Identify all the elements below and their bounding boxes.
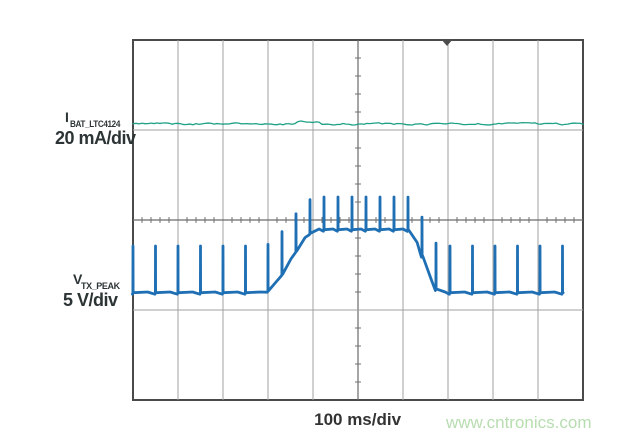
svg-text:5 V/div: 5 V/div bbox=[63, 290, 118, 310]
svg-text:www.cntronics.com: www.cntronics.com bbox=[445, 413, 591, 432]
svg-text:100 ms/div: 100 ms/div bbox=[314, 410, 401, 429]
svg-text:I: I bbox=[65, 109, 69, 125]
svg-text:20 mA/div: 20 mA/div bbox=[55, 128, 136, 148]
